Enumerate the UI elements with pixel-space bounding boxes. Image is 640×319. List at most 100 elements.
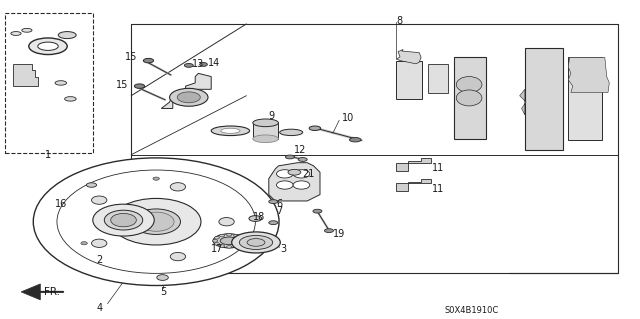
Ellipse shape	[200, 63, 207, 66]
Ellipse shape	[269, 221, 278, 225]
Ellipse shape	[38, 42, 58, 50]
Ellipse shape	[219, 218, 234, 226]
Ellipse shape	[249, 216, 262, 221]
Polygon shape	[396, 158, 431, 171]
Text: 17: 17	[211, 244, 223, 255]
Text: 7: 7	[276, 205, 283, 216]
Polygon shape	[396, 179, 431, 191]
Ellipse shape	[288, 169, 301, 175]
Text: 2: 2	[96, 255, 102, 265]
Polygon shape	[525, 48, 563, 150]
Text: 16: 16	[54, 199, 67, 209]
Ellipse shape	[143, 58, 154, 63]
Ellipse shape	[221, 128, 240, 133]
Text: 11: 11	[432, 163, 444, 173]
Ellipse shape	[214, 237, 220, 239]
Text: 5: 5	[160, 287, 166, 297]
Ellipse shape	[170, 88, 208, 106]
Polygon shape	[454, 57, 486, 139]
Ellipse shape	[298, 158, 307, 161]
Text: 10: 10	[342, 113, 355, 123]
Text: 15: 15	[125, 52, 137, 63]
Ellipse shape	[247, 239, 265, 246]
Ellipse shape	[276, 181, 293, 189]
Ellipse shape	[456, 90, 482, 106]
Ellipse shape	[153, 177, 159, 180]
Ellipse shape	[111, 198, 201, 245]
Ellipse shape	[276, 170, 293, 178]
Ellipse shape	[220, 237, 238, 245]
Text: 19: 19	[333, 228, 345, 239]
Ellipse shape	[313, 209, 322, 213]
Ellipse shape	[239, 243, 244, 245]
Ellipse shape	[81, 242, 87, 245]
Polygon shape	[21, 284, 40, 300]
Polygon shape	[568, 57, 609, 93]
Ellipse shape	[220, 234, 225, 237]
Ellipse shape	[29, 38, 67, 55]
Ellipse shape	[212, 240, 218, 242]
Ellipse shape	[93, 204, 154, 236]
Polygon shape	[13, 64, 38, 86]
Text: 3: 3	[280, 244, 287, 255]
Text: 12: 12	[294, 145, 307, 155]
Ellipse shape	[349, 137, 361, 142]
Ellipse shape	[213, 234, 245, 248]
Text: 9: 9	[269, 111, 275, 122]
Ellipse shape	[211, 126, 250, 136]
Ellipse shape	[86, 183, 97, 187]
Polygon shape	[568, 57, 602, 140]
Ellipse shape	[269, 200, 278, 204]
Ellipse shape	[324, 229, 333, 233]
Ellipse shape	[177, 92, 200, 103]
Polygon shape	[520, 89, 526, 115]
Ellipse shape	[239, 237, 244, 239]
Ellipse shape	[253, 119, 278, 127]
Ellipse shape	[184, 63, 193, 67]
Text: 8: 8	[397, 16, 403, 26]
Text: 4: 4	[96, 303, 102, 313]
Ellipse shape	[227, 246, 232, 248]
Ellipse shape	[232, 232, 280, 253]
Ellipse shape	[170, 183, 186, 191]
Ellipse shape	[111, 213, 136, 227]
Ellipse shape	[33, 158, 279, 286]
Ellipse shape	[134, 84, 145, 88]
Text: 15: 15	[116, 80, 128, 90]
Text: 14: 14	[208, 58, 220, 68]
Bar	[5, 13, 93, 153]
Ellipse shape	[57, 170, 255, 273]
Ellipse shape	[58, 32, 76, 39]
Polygon shape	[396, 61, 422, 99]
Ellipse shape	[285, 155, 294, 159]
Ellipse shape	[214, 243, 220, 245]
Ellipse shape	[92, 239, 107, 248]
Text: 21: 21	[303, 169, 315, 180]
Ellipse shape	[293, 181, 310, 189]
Polygon shape	[428, 64, 448, 93]
Ellipse shape	[157, 275, 168, 280]
Ellipse shape	[227, 234, 232, 236]
Ellipse shape	[55, 81, 67, 85]
Text: 11: 11	[432, 184, 444, 194]
Ellipse shape	[132, 209, 180, 234]
Ellipse shape	[92, 196, 107, 204]
Ellipse shape	[104, 210, 143, 230]
Text: FR.: FR.	[44, 287, 60, 297]
Ellipse shape	[309, 126, 321, 130]
Text: 13: 13	[192, 59, 204, 69]
Text: 18: 18	[253, 212, 265, 222]
Ellipse shape	[138, 212, 174, 231]
Text: 1: 1	[45, 150, 51, 160]
Ellipse shape	[253, 135, 278, 143]
Polygon shape	[161, 73, 211, 108]
Polygon shape	[253, 123, 278, 139]
Ellipse shape	[239, 235, 273, 249]
Ellipse shape	[280, 129, 303, 136]
Ellipse shape	[220, 245, 225, 247]
Ellipse shape	[65, 97, 76, 101]
Ellipse shape	[22, 28, 32, 32]
Ellipse shape	[234, 234, 239, 237]
Ellipse shape	[234, 245, 239, 247]
Text: S0X4B1910C: S0X4B1910C	[445, 306, 499, 315]
